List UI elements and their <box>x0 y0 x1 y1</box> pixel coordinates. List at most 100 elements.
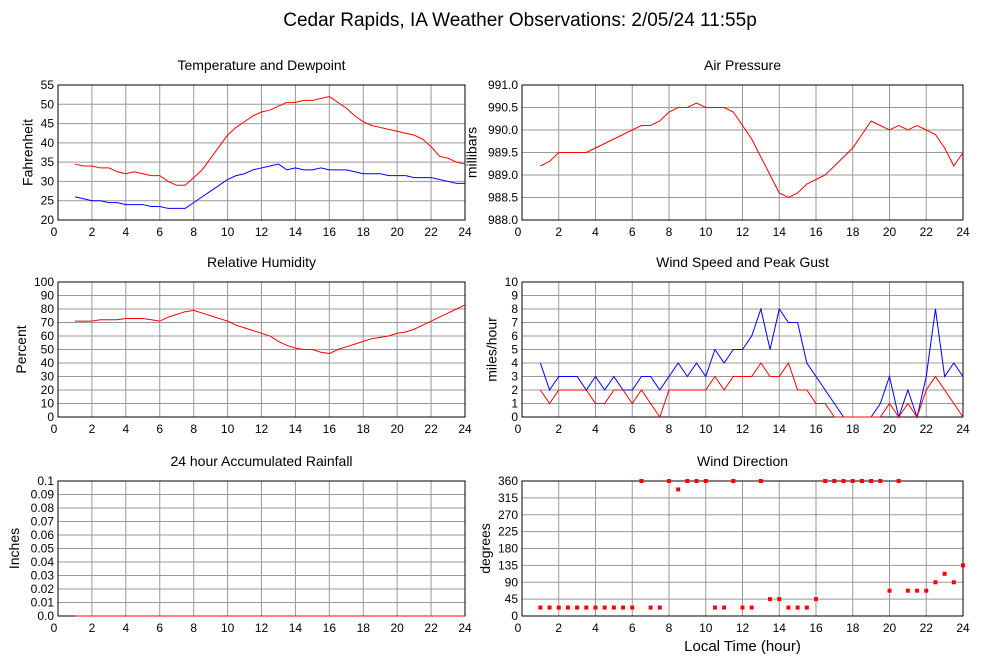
data-point <box>630 605 635 610</box>
x-tick-label: 16 <box>809 621 823 635</box>
x-tick-label: 0 <box>51 225 58 239</box>
y-axis-label: degrees <box>477 523 493 574</box>
data-point <box>611 605 616 610</box>
data-point <box>804 605 809 610</box>
x-tick-label: 8 <box>190 225 197 239</box>
y-tick-label: 40 <box>41 136 55 150</box>
data-point <box>850 479 855 483</box>
x-tick-label: 18 <box>846 225 860 239</box>
x-tick-label: 12 <box>255 422 269 436</box>
y-tick-label: 35 <box>41 155 55 169</box>
x-tick-label: 8 <box>190 621 197 635</box>
data-line <box>539 307 964 419</box>
x-tick-label: 20 <box>883 621 897 635</box>
x-tick-label: 20 <box>390 225 404 239</box>
x-tick-label: 2 <box>89 422 96 436</box>
x-tick-label: 4 <box>592 422 599 436</box>
y-axis-label: Percent <box>13 325 29 373</box>
x-tick-label: 14 <box>289 225 303 239</box>
x-tick-label: 24 <box>956 422 970 436</box>
y-tick-label: 315 <box>498 491 518 505</box>
y-tick-label: 991.0 <box>488 78 518 92</box>
x-tick-label: 6 <box>156 621 163 635</box>
x-tick-label: 8 <box>190 422 197 436</box>
y-tick-label: 988.5 <box>488 191 518 205</box>
data-point <box>575 605 580 610</box>
y-tick-label: 25 <box>41 194 55 208</box>
data-point <box>905 588 910 593</box>
subplot-title: Wind Direction <box>697 453 788 469</box>
y-axis-label: miles/hour <box>484 317 500 382</box>
y-tick-label: 989.0 <box>488 168 518 182</box>
data-point <box>621 605 626 610</box>
y-tick-label: 990.5 <box>488 101 518 115</box>
x-tick-label: 10 <box>221 621 235 635</box>
x-tick-label: 4 <box>592 621 599 635</box>
x-tick-label: 12 <box>255 621 269 635</box>
x-tick-label: 4 <box>122 225 129 239</box>
y-tick-label: 10 <box>41 397 55 411</box>
y-tick-label: 3 <box>511 370 518 384</box>
data-point <box>768 597 773 602</box>
y-tick-label: 0.03 <box>31 569 55 583</box>
x-tick-label: 16 <box>809 225 823 239</box>
x-tick-label: 20 <box>883 422 897 436</box>
x-tick-label: 24 <box>458 422 472 436</box>
y-tick-label: 989.5 <box>488 146 518 160</box>
plot-frame <box>521 281 964 418</box>
data-point <box>887 588 892 593</box>
data-point <box>538 605 543 610</box>
x-tick-label: 10 <box>699 225 713 239</box>
x-tick-label: 4 <box>122 621 129 635</box>
data-point <box>731 479 736 483</box>
data-point <box>703 479 708 483</box>
x-tick-label: 20 <box>390 422 404 436</box>
x-tick-label: 22 <box>920 621 934 635</box>
data-point <box>722 605 727 610</box>
x-tick-label: 10 <box>699 422 713 436</box>
data-point <box>556 605 561 610</box>
y-tick-label: 4 <box>511 356 518 370</box>
x-tick-label: 2 <box>555 422 562 436</box>
data-line <box>539 361 964 419</box>
data-point <box>657 605 662 610</box>
data-point <box>951 580 956 585</box>
x-tick-label: 12 <box>736 225 750 239</box>
x-tick-label: 8 <box>666 422 673 436</box>
data-point <box>648 605 653 610</box>
y-tick-label: 0 <box>47 410 54 424</box>
x-tick-label: 18 <box>357 422 371 436</box>
x-tick-label: 16 <box>323 621 337 635</box>
x-tick-label: 8 <box>666 225 673 239</box>
y-tick-label: 10 <box>505 275 519 289</box>
y-tick-label: 0 <box>511 609 518 623</box>
subplot-title: Temperature and Dewpoint <box>177 57 345 73</box>
y-tick-label: 0.0 <box>37 609 54 623</box>
data-point <box>869 479 874 483</box>
x-tick-label: 22 <box>424 621 438 635</box>
x-tick-label: 16 <box>323 422 337 436</box>
x-tick-label: 0 <box>51 422 58 436</box>
data-line <box>74 96 466 186</box>
x-tick-label: 10 <box>699 621 713 635</box>
y-tick-label: 1 <box>511 397 518 411</box>
y-tick-label: 60 <box>41 329 55 343</box>
y-tick-label: 20 <box>41 213 55 227</box>
data-point <box>676 487 681 492</box>
x-tick-label: 12 <box>736 422 750 436</box>
y-axis-label: Fahrenheit <box>20 119 36 186</box>
page-title: Cedar Rapids, IA Weather Observations: 2… <box>283 10 757 31</box>
y-axis-label: Inches <box>6 528 22 569</box>
data-line <box>74 163 465 209</box>
x-tick-label: 14 <box>773 225 787 239</box>
y-tick-label: 50 <box>41 343 55 357</box>
data-point <box>933 580 938 585</box>
data-point <box>565 605 570 610</box>
y-tick-label: 45 <box>41 117 55 131</box>
x-tick-label: 4 <box>592 225 599 239</box>
x-tick-label: 6 <box>629 422 636 436</box>
y-tick-label: 6 <box>511 329 518 343</box>
x-tick-label: 2 <box>555 225 562 239</box>
